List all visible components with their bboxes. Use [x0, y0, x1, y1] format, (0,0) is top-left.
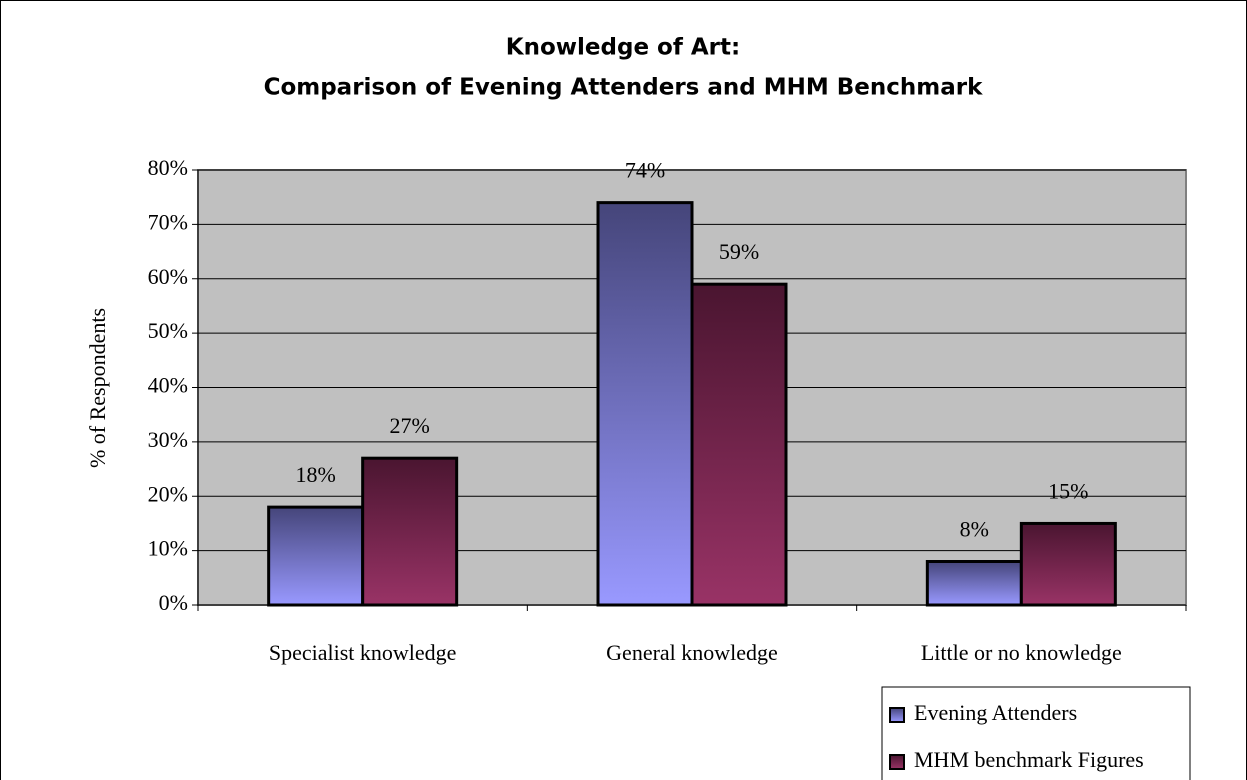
- y-axis-label: % of Respondents: [85, 308, 110, 468]
- value-label: 15%: [1048, 478, 1088, 503]
- y-tick-label: 40%: [148, 373, 188, 398]
- bar: [1019, 521, 1117, 607]
- y-tick-label: 10%: [148, 536, 188, 561]
- legend: [881, 686, 1191, 780]
- bar: [361, 456, 459, 607]
- value-label: 59%: [719, 239, 759, 264]
- chart-title: Knowledge of Art:: [506, 35, 740, 61]
- value-label: 18%: [296, 462, 336, 487]
- y-tick-label: 60%: [148, 264, 188, 289]
- value-label: 27%: [390, 413, 430, 438]
- value-label: 8%: [960, 517, 989, 542]
- y-tick-label: 50%: [148, 318, 188, 343]
- x-tick-label: Little or no knowledge: [921, 640, 1122, 665]
- legend-label: Evening Attenders: [914, 700, 1077, 725]
- x-tick-label: Specialist knowledge: [269, 640, 457, 665]
- bar: [267, 505, 365, 607]
- x-tick-label: General knowledge: [606, 640, 778, 665]
- bar: [690, 282, 788, 607]
- chart-subtitle: Comparison of Evening Attenders and MHM …: [264, 75, 984, 101]
- legend-swatch: [889, 754, 905, 770]
- bar: [596, 201, 694, 607]
- legend-swatch: [889, 707, 905, 723]
- y-tick-label: 30%: [148, 427, 188, 452]
- y-tick-label: 0%: [159, 590, 188, 615]
- y-tick-label: 70%: [148, 209, 188, 234]
- y-tick-label: 80%: [148, 155, 188, 180]
- y-tick-label: 20%: [148, 481, 188, 506]
- legend-label: MHM benchmark Figures: [914, 747, 1144, 772]
- value-label: 74%: [625, 158, 665, 183]
- bar: [925, 560, 1023, 607]
